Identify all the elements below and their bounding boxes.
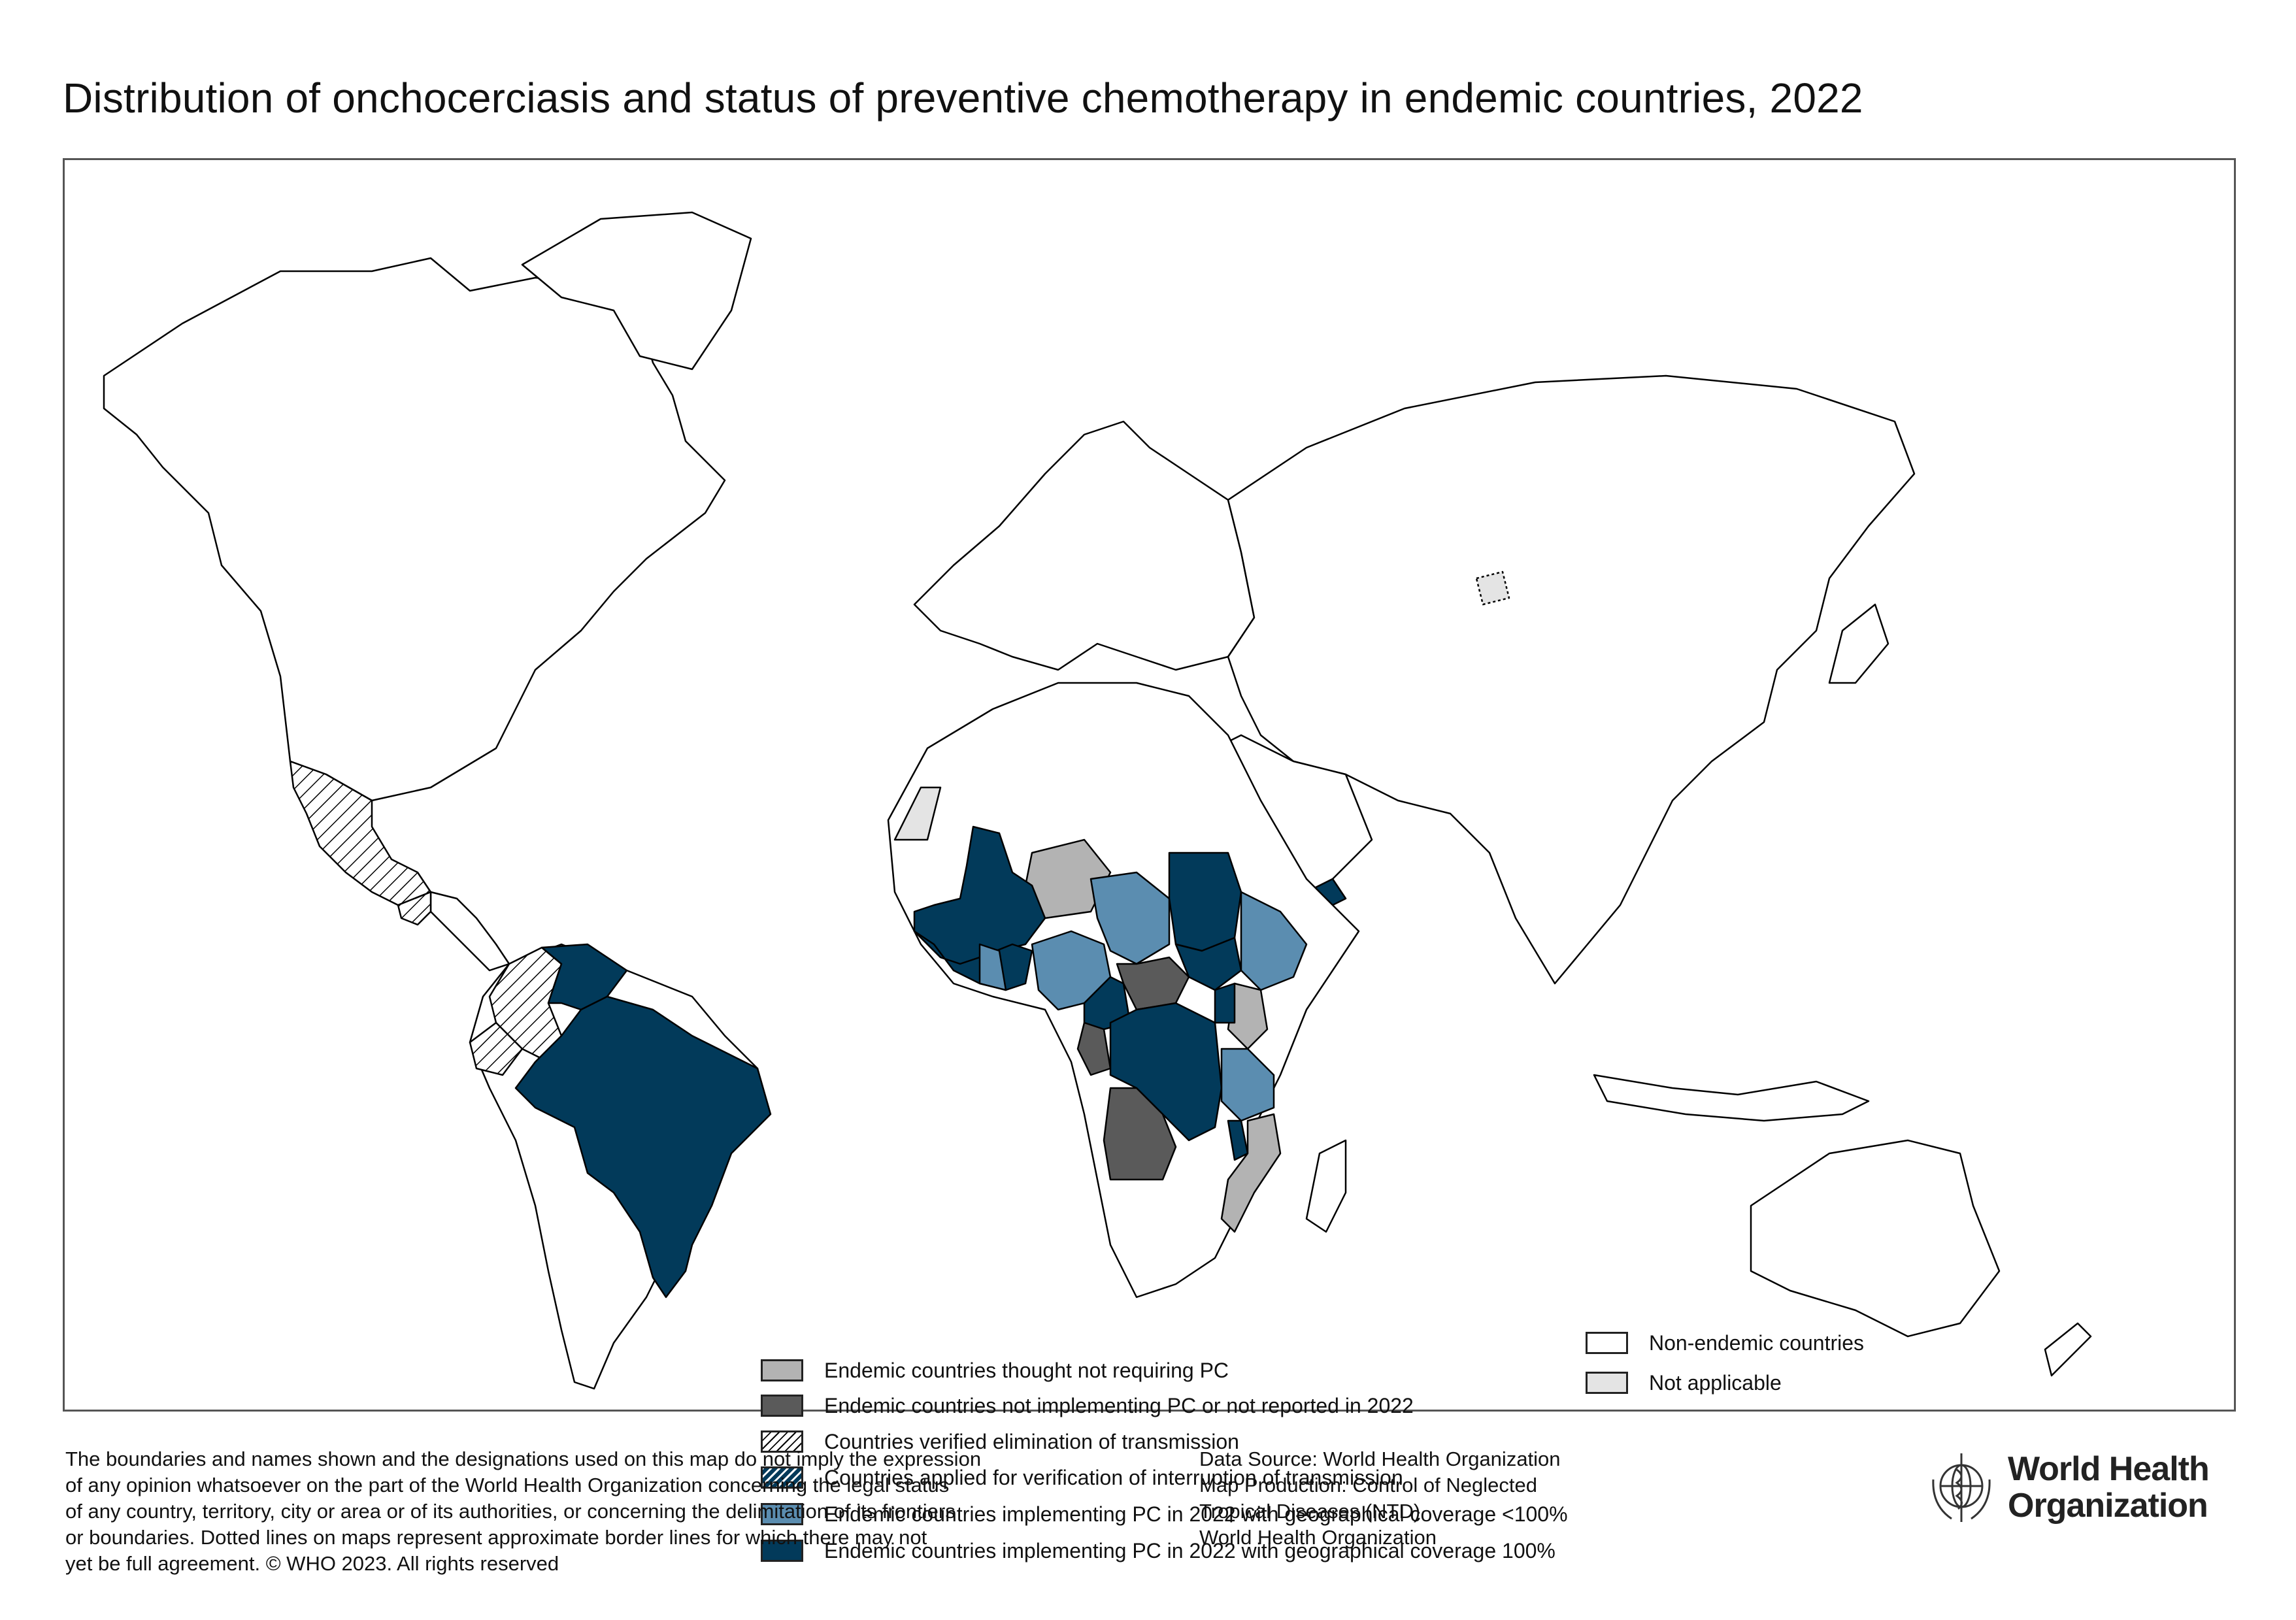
legend-item-not-applicable: Not applicable: [1586, 1370, 1782, 1395]
country-western-sahara: [893, 786, 942, 841]
country-sudan: [1168, 851, 1242, 952]
region-asia: [1227, 374, 1916, 985]
data-source-text: Data Source: World Health Organization M…: [1199, 1447, 1561, 1549]
legend-swatch: [761, 1503, 803, 1525]
legend-item-non-endemic: Non-endemic countries: [1586, 1331, 1864, 1355]
legend-label: Endemic countries implementing PC in 202…: [824, 1539, 1556, 1562]
country-ecuador: [469, 1021, 524, 1076]
region-greenland: [521, 211, 752, 371]
region-jammu-kashmir: [1475, 570, 1510, 606]
legend-label: Endemic countries not implementing PC or…: [824, 1394, 1414, 1417]
region-central-america: [429, 891, 510, 972]
legend-item-applied-verification: Countries applied for verification of in…: [761, 1465, 1403, 1490]
region-indonesia: [1593, 1074, 1870, 1122]
who-emblem-icon: [1932, 1453, 1991, 1522]
country-guatemala: [397, 891, 432, 926]
legend-item-pc-full: Endemic countries implementing PC in 202…: [761, 1538, 1556, 1563]
legend-item-not-implementing-pc: Endemic countries not implementing PC or…: [761, 1393, 1414, 1418]
region-europe: [913, 420, 1256, 671]
legend-swatch: [761, 1395, 803, 1417]
legend-swatch: [1586, 1372, 1628, 1394]
country-angola: [1103, 1087, 1177, 1181]
legend-label: Countries applied for verification of in…: [824, 1466, 1403, 1489]
country-tanzania: [1220, 1048, 1275, 1122]
legend-swatch: [1586, 1332, 1628, 1354]
country-gabon: [1076, 1021, 1112, 1076]
legend-label: Endemic countries thought not requiring …: [824, 1359, 1229, 1382]
region-japan: [1828, 603, 1889, 684]
country-ethiopia: [1240, 891, 1308, 991]
country-chad: [1090, 871, 1171, 965]
legend-swatch: [761, 1430, 803, 1453]
country-mozambique: [1220, 1113, 1282, 1233]
legend-item-pc-partial: Endemic countries implementing PC in 202…: [761, 1502, 1568, 1527]
legend-label: Not applicable: [1649, 1371, 1782, 1395]
world-map: [103, 211, 2092, 1390]
legend-label: Endemic countries implementing PC in 202…: [824, 1502, 1568, 1526]
legend-item-verified-elimination: Countries verified elimination of transm…: [761, 1429, 1239, 1454]
country-brazil: [514, 995, 772, 1298]
legend-swatch: [761, 1466, 803, 1489]
country-uganda: [1214, 982, 1236, 1024]
legend-item-not-requiring-pc: Endemic countries thought not requiring …: [761, 1358, 1229, 1383]
disclaimer-text: The boundaries and names shown and the d…: [65, 1447, 982, 1575]
legend-swatch: [761, 1359, 803, 1381]
legend-label: Countries verified elimination of transm…: [824, 1430, 1239, 1453]
region-north-america: [103, 257, 726, 802]
region-new-zealand: [2044, 1322, 2092, 1377]
region-australia: [1750, 1139, 2001, 1338]
who-logo-text: World Health Organization: [2008, 1450, 2210, 1525]
country-central-african-republic: [1116, 956, 1190, 1011]
map-frame: Endemic countries thought not requiring …: [63, 158, 2236, 1562]
legend-swatch: [761, 1540, 803, 1562]
country-ghana-togo: [978, 943, 1007, 991]
legend-label: Non-endemic countries: [1649, 1331, 1865, 1355]
region-madagascar: [1305, 1139, 1347, 1233]
country-drc: [1109, 1002, 1223, 1142]
map-title: Distribution of onchocerciasis and statu…: [63, 74, 1863, 122]
